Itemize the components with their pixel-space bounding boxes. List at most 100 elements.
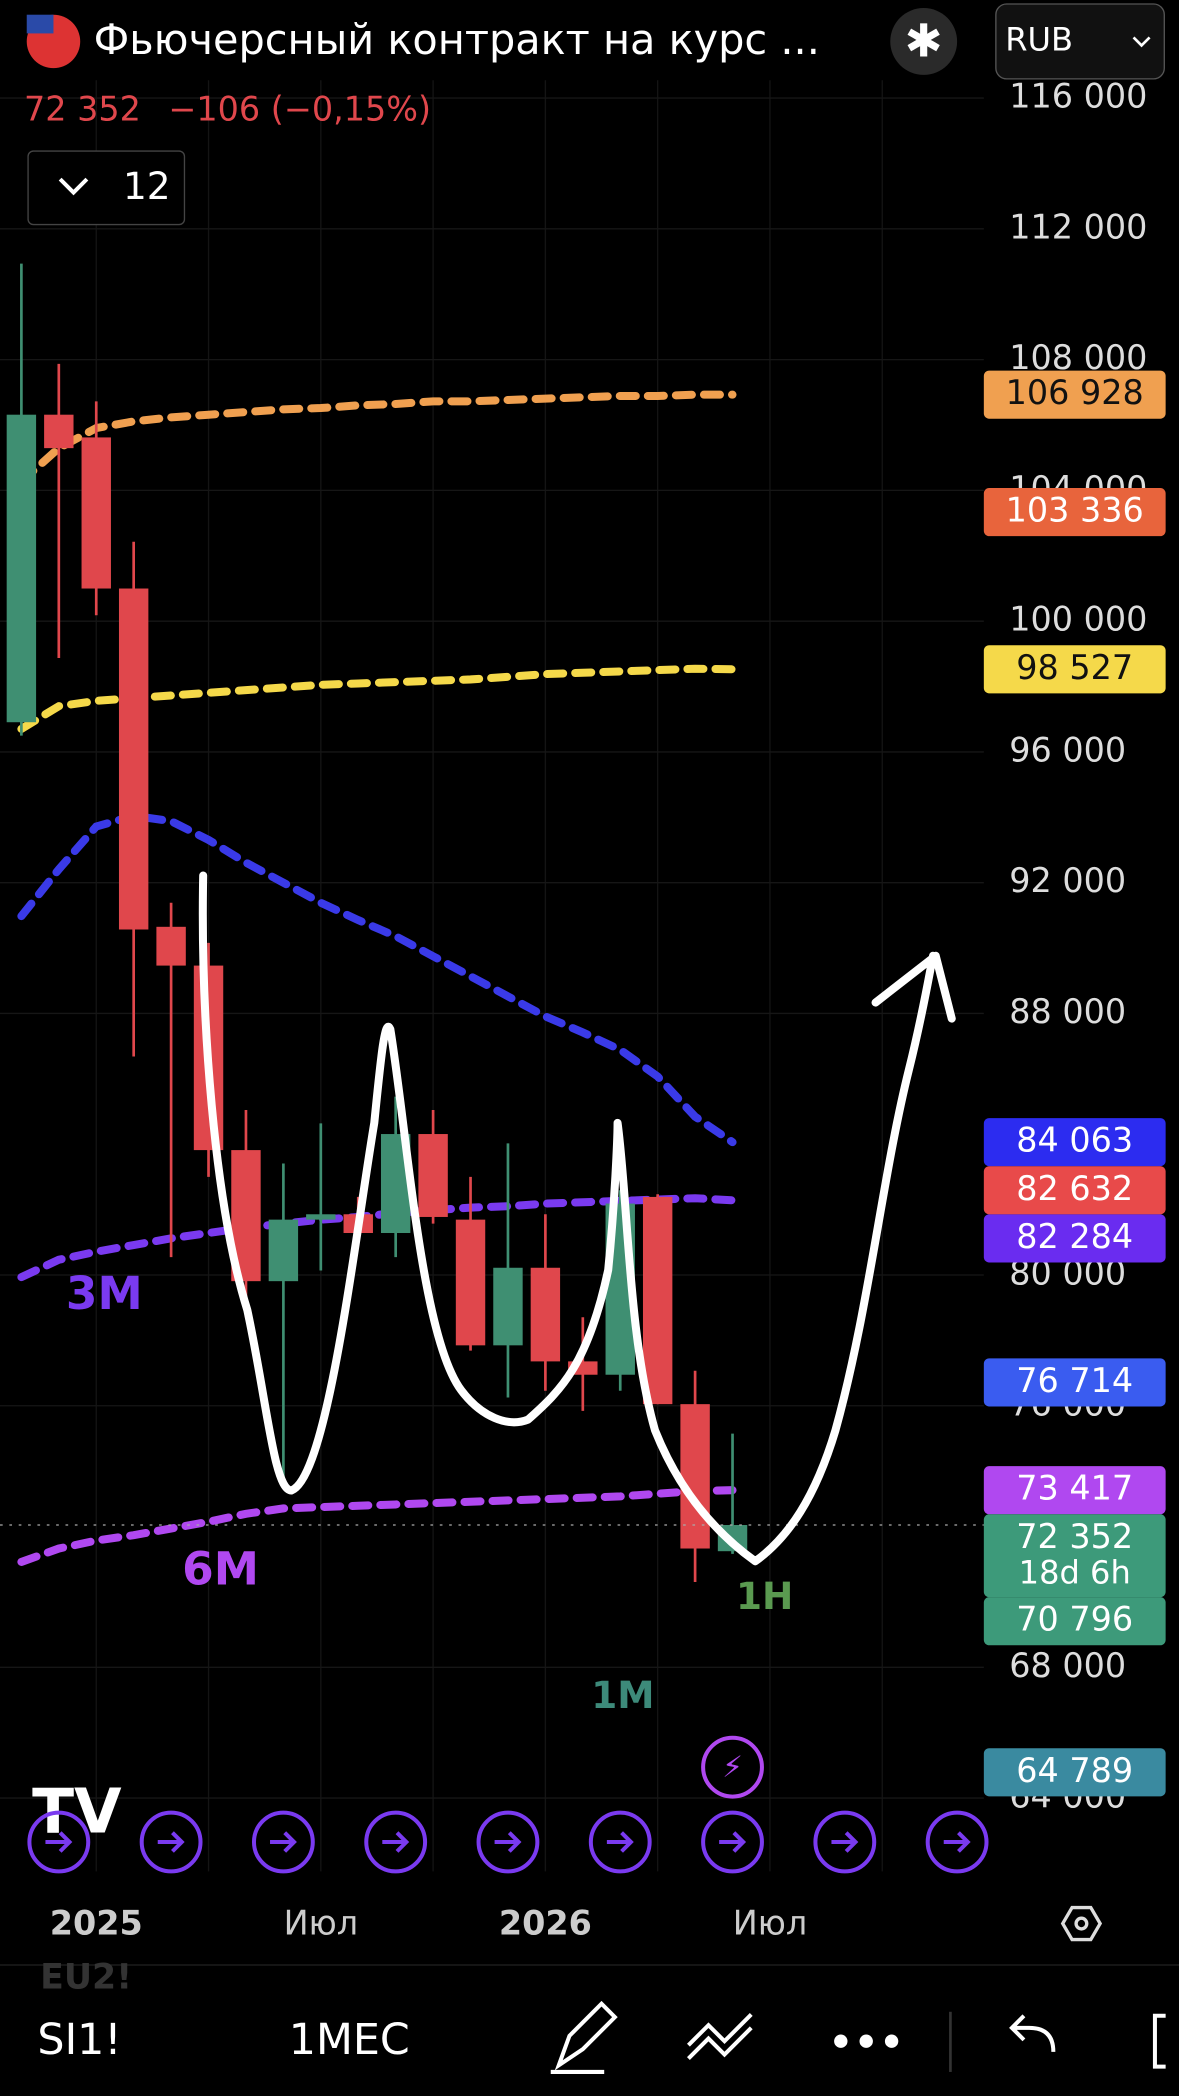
hand-drawing xyxy=(198,871,956,1566)
indicator-count: 12 xyxy=(123,164,171,208)
candle-body xyxy=(6,414,37,723)
price-label-text: 73 417 xyxy=(1016,1469,1133,1508)
event-icon xyxy=(701,1810,764,1874)
price-label-text: 103 336 xyxy=(1006,491,1144,530)
logo: TV xyxy=(32,1776,122,1847)
price-label-text: 82 284 xyxy=(1016,1217,1133,1256)
indicator-line xyxy=(17,1486,737,1566)
event-icon xyxy=(588,1810,652,1874)
price-label-text: 70 796 xyxy=(1016,1600,1133,1639)
event-arrow xyxy=(831,1831,859,1853)
price-label xyxy=(983,1466,1166,1515)
price-label xyxy=(983,1118,1166,1167)
event-arrow xyxy=(719,1831,747,1853)
event-icon[interactable] xyxy=(701,1735,764,1799)
candle-body xyxy=(418,1134,448,1217)
event-arrow xyxy=(270,1831,297,1853)
candle-body xyxy=(530,1267,561,1362)
settings-icon-hole xyxy=(1074,1916,1089,1931)
price-label xyxy=(983,370,1166,419)
indicator-line xyxy=(17,390,737,486)
price-label-text: 76 714 xyxy=(1016,1361,1133,1400)
y-tick-label: 116 000 xyxy=(1009,77,1147,116)
indicator-line xyxy=(17,811,737,1147)
price-labels: 106 928 103 336 98 527 84 063 82 632 82 284 76… xyxy=(983,370,1166,1797)
price-label xyxy=(983,1514,1166,1598)
event-arrow xyxy=(494,1831,522,1853)
event-icon xyxy=(813,1810,877,1874)
candle-body xyxy=(268,1219,299,1282)
more-button[interactable] xyxy=(834,2034,899,2048)
price-label xyxy=(983,1166,1166,1215)
series-label: 3M xyxy=(66,1267,143,1320)
price-label-text: 64 789 xyxy=(1016,1751,1133,1790)
event-icon xyxy=(27,1810,91,1874)
symbol-button[interactable]: SI1! xyxy=(37,2015,121,2065)
price-label xyxy=(983,1748,1166,1797)
interval-button[interactable]: 1МЕС xyxy=(289,2015,410,2065)
candle-body xyxy=(306,1214,336,1220)
last-price: 72 352 xyxy=(24,89,141,128)
y-tick-label: 68 000 xyxy=(1009,1646,1126,1685)
price-label-text: 106 928 xyxy=(1006,373,1144,412)
candle-body xyxy=(156,926,186,966)
price-label-text: 84 063 xyxy=(1016,1121,1133,1160)
candle-body xyxy=(455,1219,486,1346)
countdown: 18d 6h xyxy=(1019,1553,1131,1591)
candle-body xyxy=(118,588,149,930)
settings-button[interactable] xyxy=(890,8,958,75)
undo-button[interactable] xyxy=(1009,2014,1056,2052)
x-tick-label: 2025 xyxy=(50,1903,143,1942)
draw-button[interactable] xyxy=(550,2000,618,2074)
price-label xyxy=(983,1214,1166,1263)
price-change: −106 (−0,15%) xyxy=(168,89,431,128)
price-label-text: 82 632 xyxy=(1016,1169,1133,1208)
event-arrow xyxy=(45,1831,73,1853)
currency: RUB xyxy=(1005,20,1073,58)
event-icon xyxy=(364,1810,428,1874)
series-label: 6M xyxy=(182,1543,259,1596)
chevron xyxy=(58,177,89,196)
price-label xyxy=(983,645,1166,694)
title: Фьючерсный контракт на курс ... xyxy=(94,16,820,64)
candle-body xyxy=(642,1196,673,1405)
price-label-text: 72 352 xyxy=(1016,1517,1133,1556)
event-icon xyxy=(925,1810,989,1874)
settings-icon[interactable] xyxy=(1060,1905,1103,1942)
price-label xyxy=(983,488,1166,537)
event-arrow xyxy=(606,1831,634,1853)
candle-body xyxy=(44,414,74,449)
x-tick-label: Июл xyxy=(284,1903,358,1942)
indicators-toggle[interactable] xyxy=(27,150,186,226)
event-arrow xyxy=(943,1831,971,1853)
event-icon xyxy=(251,1810,315,1874)
event-arrow xyxy=(382,1831,410,1853)
y-tick-label: 88 000 xyxy=(1009,992,1126,1031)
y-tick-label: 112 000 xyxy=(1009,207,1147,246)
event-icon xyxy=(476,1810,540,1874)
price-label xyxy=(983,1597,1166,1646)
x-tick-label: 2026 xyxy=(499,1903,592,1942)
candle-body xyxy=(680,1404,710,1549)
y-tick-label: 92 000 xyxy=(1009,861,1126,900)
candle-body xyxy=(493,1267,523,1346)
fullscreen-button[interactable] xyxy=(1152,2013,1166,2069)
chevron xyxy=(1132,36,1151,48)
y-tick-label: 100 000 xyxy=(1009,600,1147,639)
annotation: 1H xyxy=(736,1574,793,1618)
event-icon xyxy=(139,1810,203,1874)
event-icons xyxy=(27,1810,989,1874)
y-tick-label: 96 000 xyxy=(1009,730,1126,769)
x-tick-label: Июл xyxy=(733,1903,807,1942)
currency-select[interactable] xyxy=(995,3,1165,80)
candle-body xyxy=(81,437,111,589)
flag-icon-canton xyxy=(26,14,54,34)
price-label-text: 98 527 xyxy=(1016,648,1133,687)
x-axis: 2025 Июл 2026 Июл xyxy=(50,1903,807,1942)
event-arrow xyxy=(157,1831,185,1853)
indicators-button[interactable] xyxy=(687,2013,753,2060)
asterisk-icon: ✱ xyxy=(905,15,943,68)
background-symbol: EU2! xyxy=(40,1957,132,1997)
price-label xyxy=(983,1358,1166,1407)
